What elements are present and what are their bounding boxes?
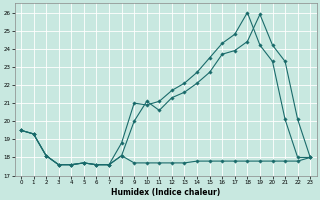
X-axis label: Humidex (Indice chaleur): Humidex (Indice chaleur): [111, 188, 220, 197]
